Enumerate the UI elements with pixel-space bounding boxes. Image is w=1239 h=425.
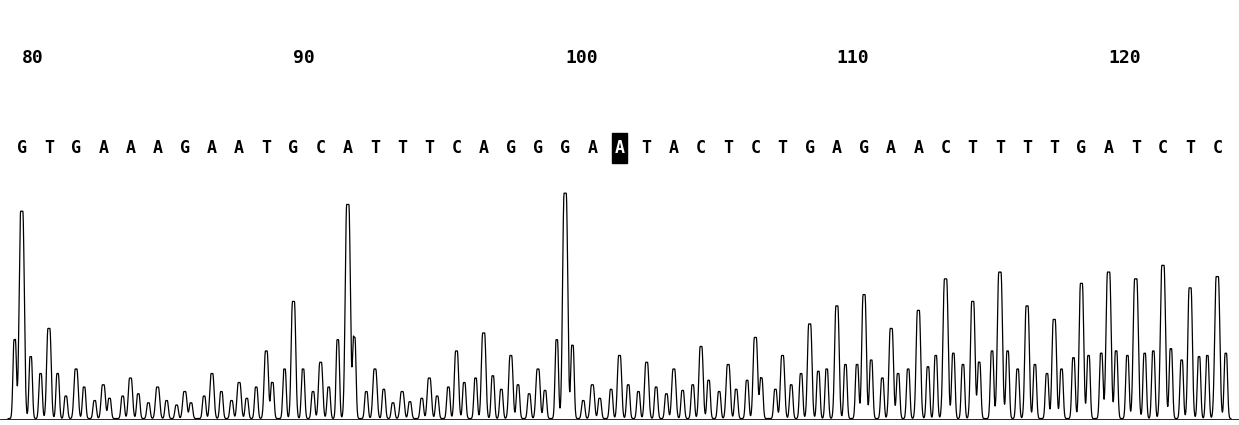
Text: A: A bbox=[152, 139, 162, 157]
Text: 120: 120 bbox=[1109, 49, 1141, 67]
Text: T: T bbox=[261, 139, 271, 157]
Text: T: T bbox=[370, 139, 380, 157]
Text: A: A bbox=[234, 139, 244, 157]
Text: A: A bbox=[587, 139, 597, 157]
Text: G: G bbox=[533, 139, 543, 157]
Text: G: G bbox=[71, 139, 81, 157]
Text: A: A bbox=[669, 139, 679, 157]
Text: T: T bbox=[398, 139, 408, 157]
Text: G: G bbox=[560, 139, 570, 157]
Text: C: C bbox=[451, 139, 461, 157]
Text: G: G bbox=[180, 139, 190, 157]
Text: C: C bbox=[1212, 139, 1222, 157]
Text: C: C bbox=[316, 139, 326, 157]
Text: G: G bbox=[289, 139, 299, 157]
Text: C: C bbox=[1158, 139, 1168, 157]
Text: C: C bbox=[751, 139, 761, 157]
Text: 110: 110 bbox=[836, 49, 870, 67]
Text: A: A bbox=[615, 139, 624, 157]
Text: G: G bbox=[506, 139, 515, 157]
Text: T: T bbox=[1184, 139, 1196, 157]
Text: A: A bbox=[98, 139, 108, 157]
Text: C: C bbox=[696, 139, 706, 157]
Text: G: G bbox=[17, 139, 27, 157]
Text: T: T bbox=[778, 139, 788, 157]
Text: T: T bbox=[642, 139, 652, 157]
Text: T: T bbox=[424, 139, 435, 157]
Text: G: G bbox=[859, 139, 869, 157]
Text: T: T bbox=[1131, 139, 1141, 157]
Text: A: A bbox=[886, 139, 896, 157]
Text: 90: 90 bbox=[294, 49, 315, 67]
Text: A: A bbox=[478, 139, 488, 157]
Text: T: T bbox=[43, 139, 55, 157]
Text: A: A bbox=[343, 139, 353, 157]
Text: 100: 100 bbox=[565, 49, 597, 67]
Text: C: C bbox=[940, 139, 950, 157]
Text: T: T bbox=[724, 139, 733, 157]
Text: A: A bbox=[831, 139, 841, 157]
Text: T: T bbox=[1022, 139, 1032, 157]
Text: A: A bbox=[913, 139, 923, 157]
Text: 80: 80 bbox=[22, 49, 43, 67]
Text: A: A bbox=[207, 139, 217, 157]
Text: T: T bbox=[995, 139, 1005, 157]
Bar bbox=[612, 133, 627, 163]
Text: A: A bbox=[125, 139, 135, 157]
Text: G: G bbox=[804, 139, 815, 157]
Text: G: G bbox=[1077, 139, 1087, 157]
Text: T: T bbox=[1049, 139, 1059, 157]
Text: T: T bbox=[968, 139, 978, 157]
Text: A: A bbox=[1104, 139, 1114, 157]
